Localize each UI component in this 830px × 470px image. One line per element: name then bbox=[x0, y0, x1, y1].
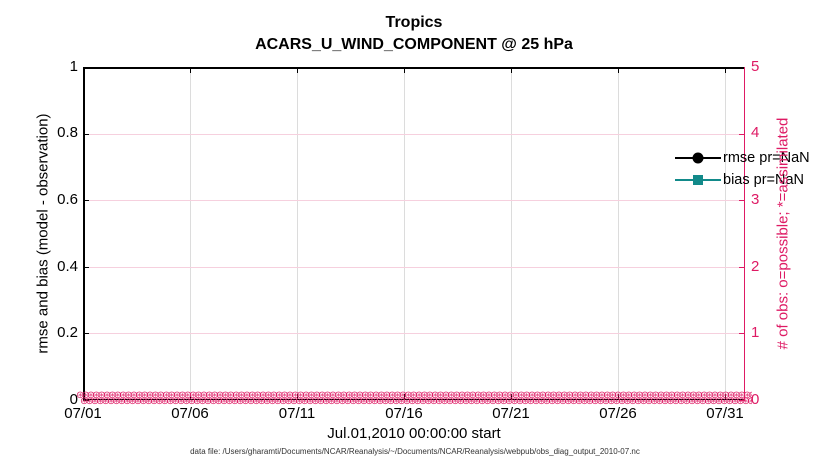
xtick-07-11: 07/11 bbox=[278, 405, 316, 422]
axis-spine-top bbox=[83, 67, 745, 69]
xtick-07-21: 07/21 bbox=[492, 405, 530, 422]
tick-mark bbox=[83, 400, 89, 401]
tick-mark bbox=[618, 67, 619, 73]
left-y-axis-label: rmse and bias (model - observation) bbox=[34, 113, 52, 354]
axis-spine-right bbox=[743, 67, 745, 400]
tick-mark bbox=[725, 67, 726, 73]
tick-mark bbox=[511, 394, 512, 400]
right-ytick-2: 2 bbox=[751, 258, 760, 275]
grid-and-ticks bbox=[83, 67, 745, 401]
tick-mark bbox=[725, 394, 726, 400]
chart-subtitle: ACARS_U_WIND_COMPONENT @ 25 hPa bbox=[255, 36, 573, 53]
tick-mark bbox=[739, 133, 745, 135]
tick-mark bbox=[739, 200, 745, 202]
legend: rmse pr=NaN bias pr=NaN bbox=[675, 147, 810, 191]
gridline bbox=[511, 67, 512, 400]
gridline bbox=[404, 67, 405, 400]
data-file-caption: data file: /Users/gharamti/Documents/NCA… bbox=[190, 447, 640, 456]
right-ytick-5: 5 bbox=[751, 58, 760, 75]
tick-mark bbox=[618, 394, 619, 400]
square-marker-icon bbox=[693, 175, 703, 185]
gridline bbox=[83, 266, 745, 268]
tick-mark bbox=[83, 333, 89, 335]
legend-label-bias: bias pr=NaN bbox=[723, 172, 804, 188]
legend-item-bias: bias pr=NaN bbox=[675, 169, 810, 191]
right-ytick-4: 4 bbox=[751, 124, 760, 141]
gridline bbox=[83, 333, 745, 335]
chart-titles: Tropics ACARS_U_WIND_COMPONENT @ 25 hPa bbox=[83, 12, 745, 56]
right-y-axis-label: # of obs: o=possible; *=assimilated bbox=[774, 117, 792, 350]
xtick-07-16: 07/16 bbox=[385, 405, 423, 422]
tick-mark bbox=[83, 133, 89, 135]
circle-marker-icon bbox=[692, 152, 704, 164]
xtick-07-06: 07/06 bbox=[171, 405, 209, 422]
xtick-07-26: 07/26 bbox=[599, 405, 637, 422]
tick-mark bbox=[190, 67, 191, 73]
tick-mark bbox=[404, 67, 405, 73]
xtick-07-01: 07/01 bbox=[64, 405, 102, 422]
gridline bbox=[297, 67, 298, 400]
tick-mark bbox=[511, 67, 512, 73]
tick-mark bbox=[739, 400, 745, 401]
plot-area: rmse pr=NaN bias pr=NaN bbox=[83, 67, 810, 401]
tick-mark bbox=[404, 394, 405, 400]
tick-mark bbox=[739, 266, 745, 268]
left-ytick-0.2: 0.2 bbox=[57, 324, 78, 341]
gridline bbox=[83, 200, 745, 202]
x-axis-label: Jul.01,2010 00:00:00 start bbox=[327, 425, 501, 442]
left-ytick-1: 1 bbox=[69, 58, 78, 75]
legend-line-rmse bbox=[675, 152, 721, 164]
legend-line-bias bbox=[675, 175, 721, 185]
right-ytick-3: 3 bbox=[751, 191, 760, 208]
tick-mark bbox=[297, 394, 298, 400]
gridline bbox=[618, 67, 619, 400]
tick-mark bbox=[83, 266, 89, 268]
tick-mark bbox=[297, 67, 298, 73]
xtick-07-31: 07/31 bbox=[706, 405, 744, 422]
chart-title: Tropics bbox=[385, 14, 443, 31]
gridline bbox=[725, 67, 726, 400]
right-ytick-0: 0 bbox=[751, 391, 760, 408]
gridline bbox=[83, 133, 745, 135]
left-ytick-0: 0 bbox=[69, 391, 78, 408]
tick-mark bbox=[190, 394, 191, 400]
legend-label-rmse: rmse pr=NaN bbox=[723, 150, 810, 166]
right-ytick-1: 1 bbox=[751, 324, 760, 341]
gridline bbox=[190, 67, 191, 400]
axis-spine-bottom bbox=[83, 398, 745, 400]
left-ytick-0.4: 0.4 bbox=[57, 258, 78, 275]
axis-spine-left bbox=[83, 67, 85, 400]
tick-mark bbox=[739, 333, 745, 335]
left-ytick-0.6: 0.6 bbox=[57, 191, 78, 208]
tick-mark bbox=[83, 200, 89, 202]
legend-item-rmse: rmse pr=NaN bbox=[675, 147, 810, 169]
left-ytick-0.8: 0.8 bbox=[57, 124, 78, 141]
